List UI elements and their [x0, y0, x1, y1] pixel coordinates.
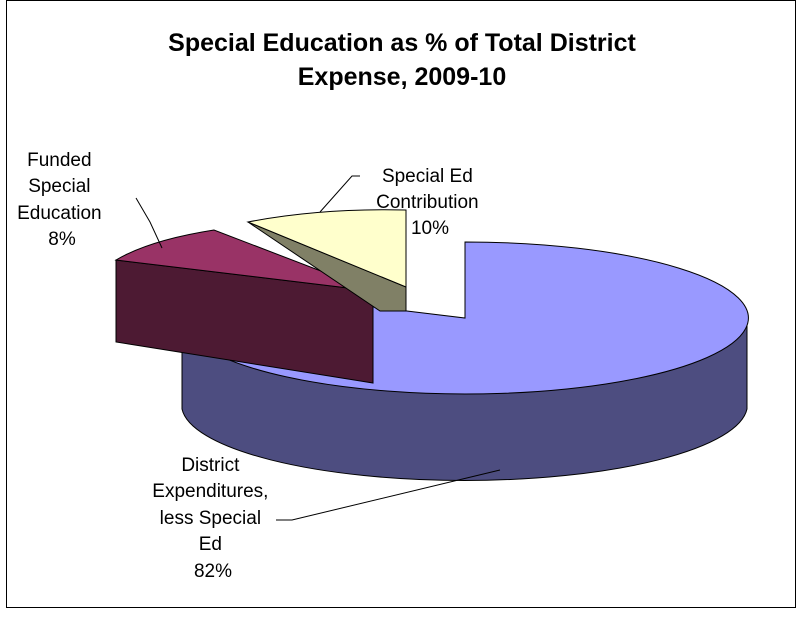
label-funded-percent: 8% [48, 229, 76, 250]
leader-line-contribution [319, 175, 360, 213]
chart-title-line-2: Expense, 2009-10 [297, 63, 507, 91]
label-district-line-1: District [181, 455, 240, 476]
leader-line-district [276, 469, 501, 521]
label-funded-line-1: Funded [27, 150, 91, 171]
label-contribution-percent: 10% [411, 218, 449, 239]
label-contribution-line-2: Contribution [376, 192, 478, 213]
slice-funded-top [114, 229, 374, 292]
slice-contribution-top [246, 209, 407, 288]
label-district-percent: 82% [194, 561, 232, 582]
label-contribution: Special Ed Contribution 10% [376, 166, 484, 239]
label-district-line-4: Ed [199, 534, 222, 555]
label-district-line-2: Expenditures, [152, 481, 268, 502]
label-funded-line-2: Special [28, 176, 90, 197]
label-funded: Funded Special Education 8% [17, 150, 107, 250]
label-district-line-3: less Special [160, 508, 261, 529]
label-district: District Expenditures, less Special Ed 8… [152, 455, 273, 582]
label-funded-line-3: Education [17, 203, 102, 224]
label-contribution-line-1: Special Ed [382, 166, 473, 187]
chart-title-line-1: Special Education as % of Total District [168, 29, 636, 57]
leader-line-funded [135, 197, 163, 249]
